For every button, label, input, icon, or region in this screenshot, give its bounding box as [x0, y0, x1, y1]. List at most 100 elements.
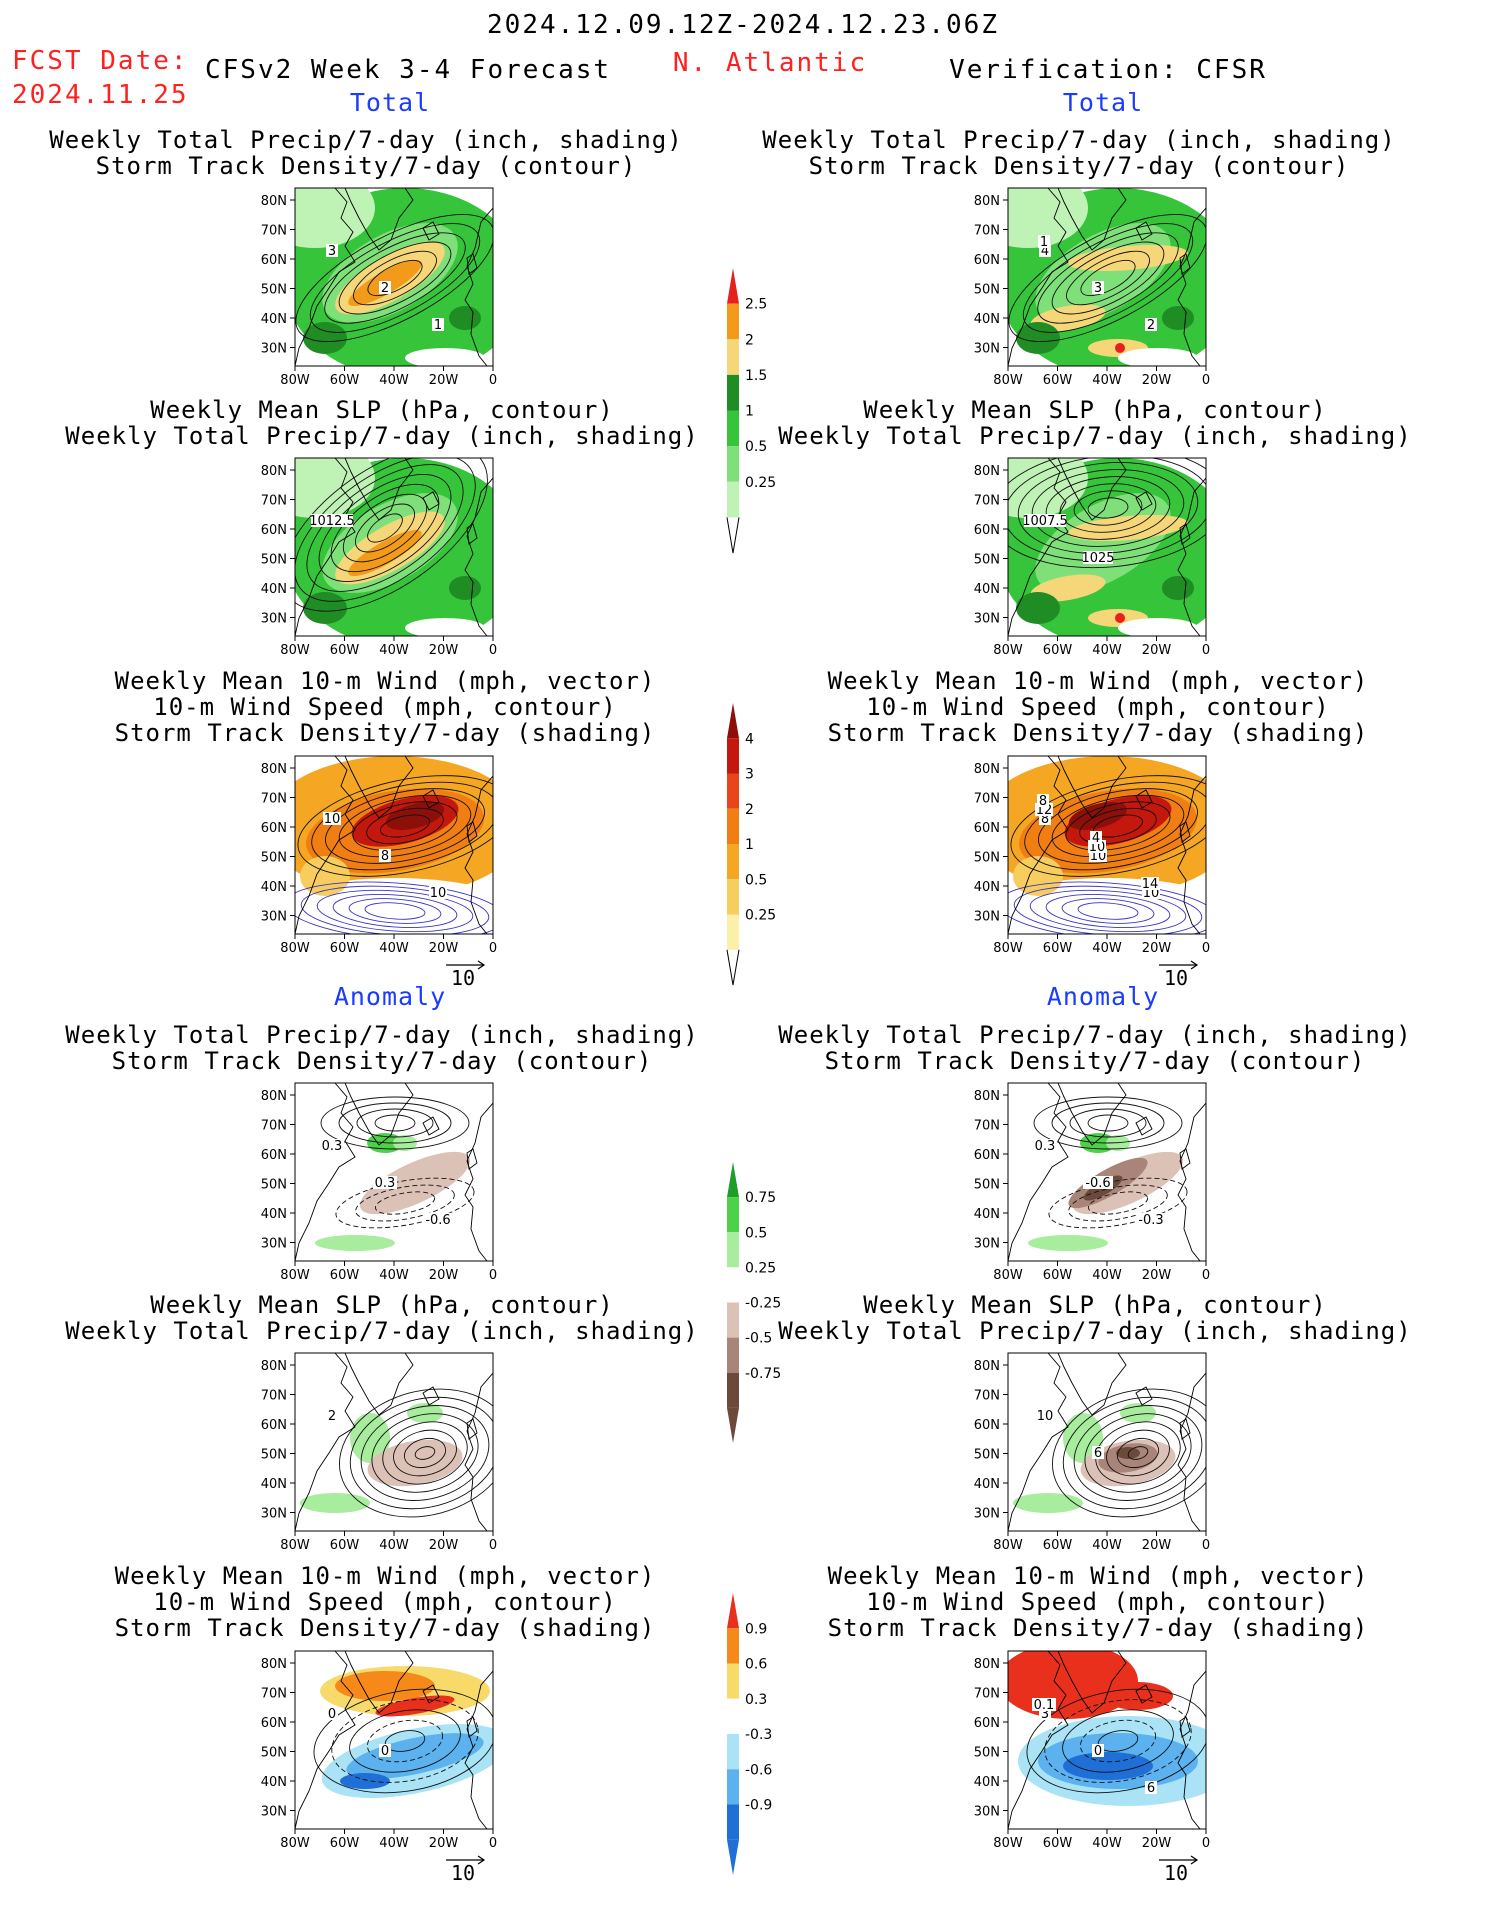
lat-tick-label: 60N: [974, 1148, 1000, 1163]
colorbar-label: 0.75: [745, 1190, 776, 1206]
vector-ref-label: 10: [451, 1861, 476, 1885]
lon-tick-label: 0: [489, 941, 497, 956]
section-total-right: Total: [1062, 88, 1144, 117]
title-wind-storm-anom-left: Weekly Mean 10-m Wind (mph, vector) 10-m …: [114, 1562, 656, 1642]
contour-label: 10: [1037, 1409, 1054, 1424]
colorbar-swatch: [727, 808, 739, 844]
contour-label: 10: [430, 886, 447, 901]
colorbar-label: 3: [745, 767, 754, 783]
lon-tick-label: 20W: [429, 941, 459, 956]
lat-tick-label: 30N: [261, 612, 287, 627]
contour-label: 10: [324, 812, 341, 827]
lon-tick-label: 80W: [280, 1836, 310, 1851]
contour-line: [313, 1688, 493, 1794]
vector-ref-arrow: [1159, 960, 1199, 970]
lon-tick-label: 40W: [1092, 373, 1122, 388]
lon-tick-label: 40W: [379, 1836, 409, 1851]
coastline-north-america: [295, 756, 356, 934]
storm-anomaly-region: [340, 1773, 390, 1789]
lat-tick-label: 40N: [261, 312, 287, 327]
colorbar-swatch: [727, 1302, 739, 1338]
coastline-greenland: [1057, 1083, 1127, 1146]
contour-line: [352, 801, 458, 851]
colorbar-triangle: [727, 703, 739, 739]
contour-label: 2: [328, 1409, 336, 1424]
contour-line: [1045, 894, 1171, 928]
coastline-british-isles: [466, 1716, 478, 1738]
lon-tick-label: 60W: [1043, 941, 1073, 956]
lat-tick-label: 30N: [974, 1237, 1000, 1252]
map-panel: 10 6 80N 70N 60N 50N 40N 30N 80W 60W 40W 20W 0: [974, 1352, 1210, 1553]
contour-line: [366, 807, 444, 845]
colorbar-label: 0.5: [745, 872, 767, 888]
lon-tick-label: 20W: [1142, 1538, 1172, 1553]
contour-line: [1073, 490, 1143, 526]
contour-line: [1045, 476, 1171, 540]
lon-tick-label: 0: [1202, 373, 1210, 388]
lon-tick-label: 20W: [1142, 1836, 1172, 1851]
lon-tick-label: 0: [489, 1268, 497, 1283]
dry-region: [1118, 348, 1198, 366]
dry-region: [405, 348, 485, 366]
lat-tick-label: 60N: [261, 253, 287, 268]
storm-anomaly-region: [346, 1733, 484, 1779]
precip-region: [1008, 188, 1088, 248]
lat-tick-label: 80N: [974, 194, 1000, 209]
colorbar-open-end: [726, 517, 740, 554]
contour-label: 3: [1094, 281, 1102, 296]
lat-tick-label: 70N: [261, 494, 287, 509]
contour-label: -0.6: [425, 1213, 450, 1228]
lat-tick-label: 60N: [974, 821, 1000, 836]
contour-line: [371, 1413, 479, 1493]
contour-label: 2: [381, 281, 389, 296]
coastline-iceland: [1135, 491, 1153, 511]
contour-label: 2: [1147, 318, 1155, 333]
contour-label: 0.1: [1034, 1698, 1055, 1713]
colorbar-storm-total: 4 3 2 1 0.5 0.25: [726, 703, 776, 986]
contour-line: [355, 1184, 455, 1222]
lon-tick-label: 60W: [330, 941, 360, 956]
colorbar-swatch: [727, 1232, 739, 1268]
contour-label: 8: [1039, 794, 1047, 809]
coastline-iceland: [422, 1116, 440, 1136]
contour-label-box: [1145, 318, 1157, 331]
lat-tick-label: 70N: [261, 792, 287, 807]
lon-tick-label: 80W: [993, 1836, 1023, 1851]
lat-tick-label: 70N: [974, 1389, 1000, 1404]
lat-tick-label: 40N: [261, 880, 287, 895]
coastline-europe-africa: [1177, 207, 1206, 366]
lon-tick-label: 0: [1202, 1268, 1210, 1283]
contour-label-box: [1141, 877, 1159, 890]
lat-tick-label: 40N: [974, 1775, 1000, 1790]
vector-ref-arrow: [446, 1855, 486, 1865]
lon-tick-label: 40W: [379, 1268, 409, 1283]
lon-tick-label: 0: [489, 643, 497, 658]
colorbar-label: 0.25: [745, 475, 776, 491]
lat-tick-label: 80N: [261, 1359, 287, 1374]
lat-tick-label: 80N: [974, 1657, 1000, 1672]
title-precip-storm-anom-left: Weekly Total Precip/7-day (inch, shading…: [65, 1021, 699, 1075]
contour-line: [1024, 781, 1206, 871]
lat-tick-label: 40N: [261, 1775, 287, 1790]
lon-tick-label: 60W: [330, 373, 360, 388]
verification-title: Verification: CFSR: [949, 55, 1267, 85]
vector-ref-label: 10: [1164, 966, 1189, 990]
coastline-iceland: [422, 1386, 440, 1406]
colorbar-triangle: [727, 1407, 739, 1443]
lon-tick-label: 20W: [429, 1538, 459, 1553]
precip-anomaly-region: [1116, 1447, 1140, 1459]
contour-line: [1033, 1096, 1183, 1150]
lon-tick-label: 40W: [379, 1538, 409, 1553]
contour-line: [1087, 497, 1129, 519]
coastline-iceland: [422, 1684, 440, 1704]
colorbar-swatch: [727, 339, 739, 375]
contour-line: [356, 1108, 434, 1138]
vector-ref-arrow: [1159, 1855, 1199, 1865]
contour-line: [364, 902, 426, 920]
coastline-iceland: [422, 221, 440, 241]
coastline-iceland: [1135, 789, 1153, 809]
contour-line: [324, 232, 466, 324]
contour-label: 8: [381, 849, 389, 864]
precip-anomaly-region: [315, 1235, 395, 1251]
